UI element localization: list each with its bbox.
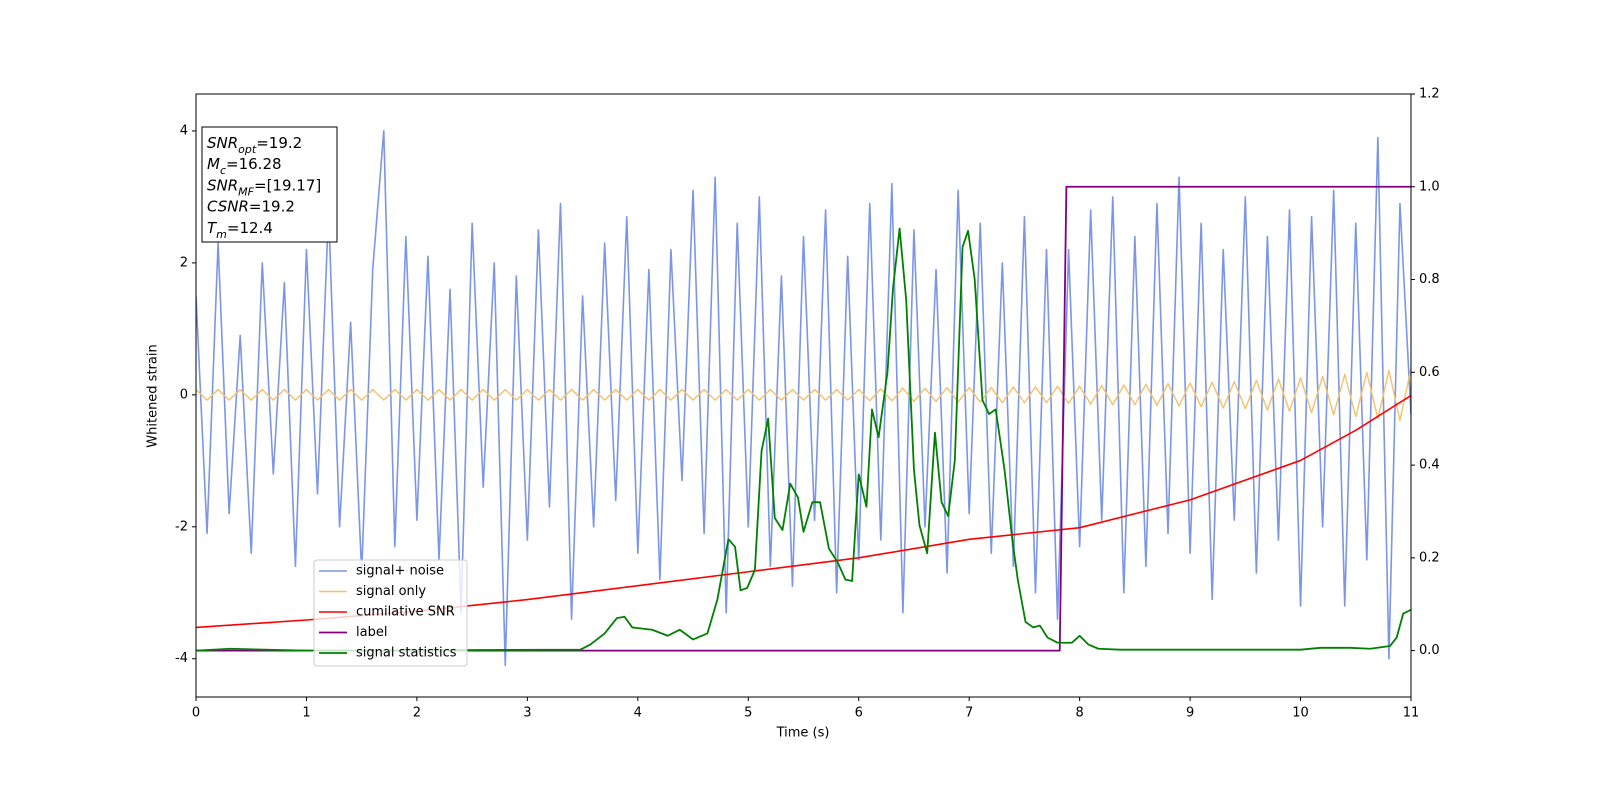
annotation-line: SNRMF=[19.17] — [207, 176, 321, 198]
y-tick-label: -2 — [175, 519, 188, 534]
annotation-rest: =19.2 — [256, 134, 302, 152]
annotation-rest: =12.4 — [227, 218, 273, 236]
annotation-box: SNRopt=19.2Mc=16.28SNRMF=[19.17]CSNR=19.… — [201, 126, 338, 243]
annotation-line: SNRopt=19.2 — [207, 134, 302, 156]
series-line — [196, 368, 1411, 422]
annotation-sub: m — [216, 227, 227, 240]
legend-label: cumilative SNR — [356, 605, 455, 620]
annotation-rest: =19.2 — [249, 197, 295, 215]
annotation-rest: =16.28 — [226, 155, 282, 173]
annotation-line: Mc=16.28 — [207, 155, 282, 177]
series-line — [196, 185, 1411, 652]
annotation-main: SNR — [207, 176, 238, 194]
x-tick-label: 1 — [302, 706, 310, 721]
y2-tick-label: 0.4 — [1419, 458, 1440, 473]
annotation-main: SNR — [207, 134, 238, 152]
plot-frame — [195, 93, 1412, 698]
annotation-rest: =[19.17] — [254, 176, 321, 194]
x-tick-label: 10 — [1292, 706, 1309, 721]
y2-tick-label: 1.2 — [1419, 87, 1440, 102]
x-tick-label: 8 — [1075, 706, 1083, 721]
x-tick-label: 2 — [413, 706, 421, 721]
y2-tick-label: 0.2 — [1419, 550, 1440, 565]
annotation-line: CSNR=19.2 — [207, 197, 295, 215]
y-tick-label: -4 — [175, 651, 188, 666]
y-tick-label: 2 — [180, 255, 188, 270]
y2-tick-label: 0.8 — [1419, 272, 1440, 287]
legend-label: label — [356, 625, 387, 640]
x-tick-label: 4 — [634, 706, 642, 721]
legend-label: signal only — [356, 584, 426, 599]
x-tick-label: 7 — [965, 706, 973, 721]
x-tick-label: 3 — [523, 706, 531, 721]
annotation-main: T — [207, 218, 218, 236]
y-tick-label: 4 — [180, 123, 188, 138]
y2-tick-label: 0.6 — [1419, 365, 1440, 380]
y2-tick-label: 1.0 — [1419, 179, 1440, 194]
y2-tick-label: 0.0 — [1419, 643, 1440, 658]
x-tick-label: 6 — [855, 706, 863, 721]
annotation-sub: MF — [238, 185, 254, 198]
x-axis-label: Time (s) — [776, 726, 830, 741]
legend-frame — [313, 559, 468, 667]
annotation-sub: c — [220, 164, 226, 177]
annotation-line: Tm=12.4 — [207, 218, 273, 240]
x-tick-label: 9 — [1186, 706, 1194, 721]
y-axis-label: Whitened strain — [146, 344, 161, 447]
series-line — [196, 227, 1411, 652]
x-tick-label: 5 — [744, 706, 752, 721]
annotation-main: CSNR — [207, 197, 249, 215]
series-line — [196, 130, 1411, 667]
legend-label: signal statistics — [356, 646, 457, 661]
x-tick-label: 0 — [192, 706, 200, 721]
annotation-frame — [201, 126, 338, 243]
y-tick-label: 0 — [180, 387, 188, 402]
annotation-main: M — [207, 155, 220, 173]
legend: signal+ noise signal only cumilative SNR la… — [313, 559, 468, 667]
x-tick-label: 11 — [1403, 706, 1420, 721]
legend-label: signal+ noise — [356, 564, 444, 579]
annotation-sub: opt — [238, 143, 257, 156]
